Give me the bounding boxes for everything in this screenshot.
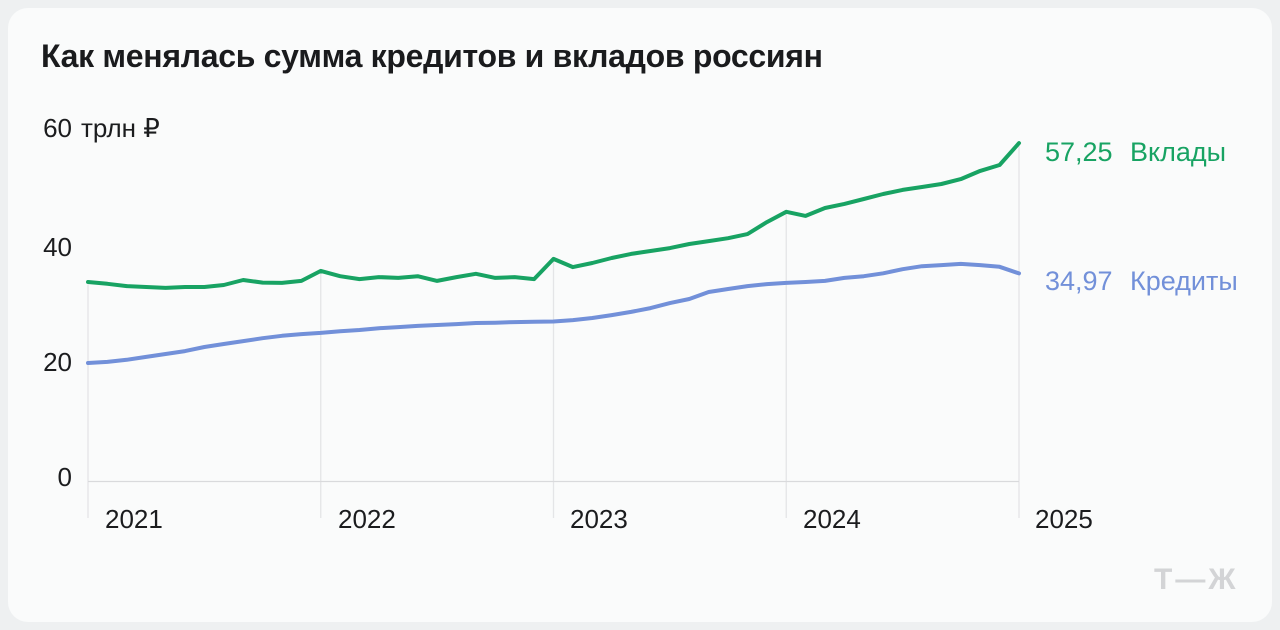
y-axis-unit: трлн ₽ (81, 113, 160, 143)
y-tick-20: 20 (43, 347, 72, 377)
x-tick-2025: 2025 (1035, 504, 1093, 534)
credits-end-value: 34,97 (1045, 266, 1113, 296)
x-tick-2022: 2022 (338, 504, 396, 534)
x-tick-2024: 2024 (803, 504, 861, 534)
x-tick-2021: 2021 (105, 504, 163, 534)
y-axis-top-label: 60 трлн ₽ (28, 113, 160, 144)
tj-logo: Т—Ж (1154, 563, 1239, 596)
x-tick-2023: 2023 (570, 504, 628, 534)
y-tick-40: 40 (43, 232, 72, 262)
credits-series-label: Кредиты (1130, 266, 1238, 296)
y-axis-top-value: 60 (43, 113, 72, 143)
deposits-end-value: 57,25 (1045, 137, 1113, 167)
y-tick-0: 0 (57, 462, 72, 492)
chart-title: Как менялась сумма кредитов и вкладов ро… (41, 38, 823, 74)
chart-card: Как менялась сумма кредитов и вкладов ро… (8, 8, 1272, 622)
deposits-series-label: Вклады (1130, 137, 1227, 167)
